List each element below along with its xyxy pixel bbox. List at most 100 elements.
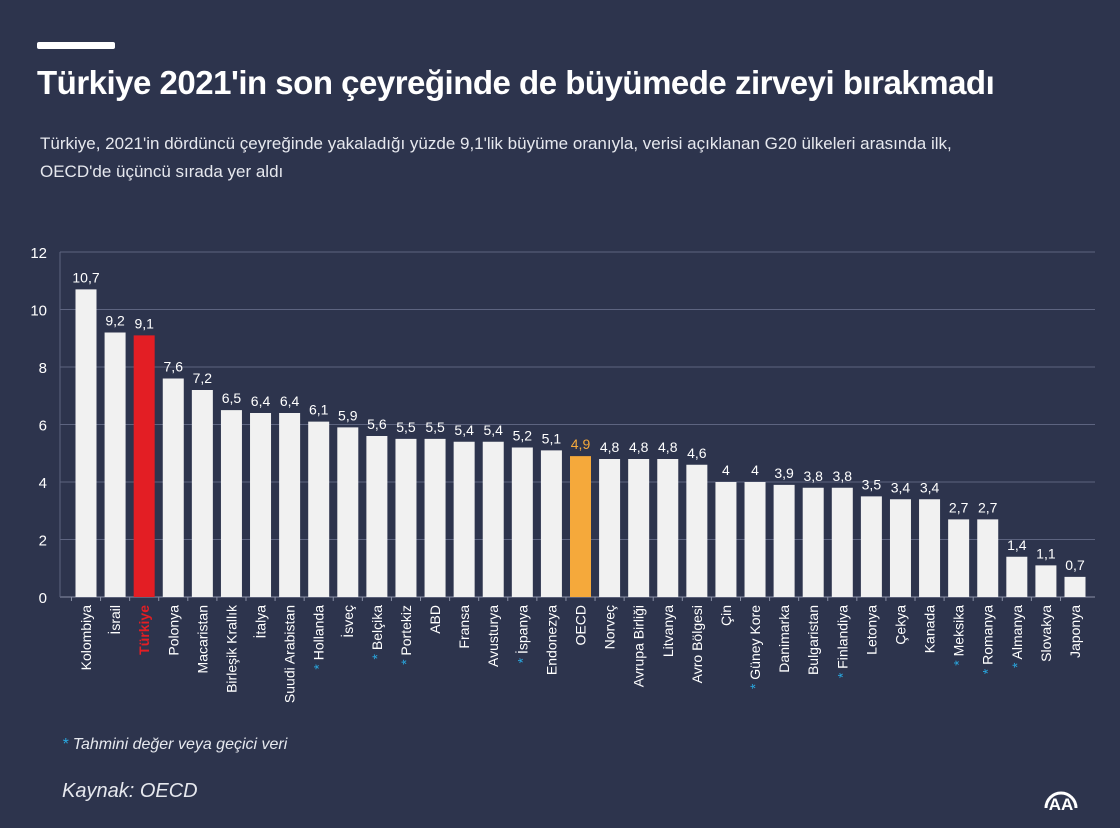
asterisk-marker: * xyxy=(747,680,763,689)
y-tick-label: 0 xyxy=(39,590,47,607)
x-category-label: İsveç xyxy=(339,605,356,638)
data-label: 5,1 xyxy=(542,430,562,446)
x-category-label: Polonya xyxy=(165,605,181,656)
x-category-label: Japonya xyxy=(1067,605,1083,658)
bar-Endonezya xyxy=(540,450,562,597)
page-title: Türkiye 2021'in son çeyreğinde de büyüme… xyxy=(37,64,995,101)
data-label: 5,6 xyxy=(367,416,387,432)
footnote: * Tahmini değer veya geçici veri xyxy=(62,736,287,754)
x-category-label: * Belçika xyxy=(369,605,385,660)
bar-Polonya xyxy=(162,378,184,597)
data-label: 6,1 xyxy=(309,402,329,418)
x-category-label: * Meksika xyxy=(951,605,967,666)
bar-ABD xyxy=(424,438,446,597)
category-name: Bulgaristan xyxy=(805,605,821,675)
bar-İsrail xyxy=(104,332,126,597)
x-category-label: * Portekiz xyxy=(398,605,414,665)
x-category-label: Litvanya xyxy=(660,605,676,657)
x-category-label: Kolombiya xyxy=(78,605,94,671)
data-label: 4,9 xyxy=(571,436,591,452)
y-tick-label: 2 xyxy=(39,533,47,550)
bar-Fransa xyxy=(453,441,475,597)
source-text: Kaynak: OECD xyxy=(62,780,198,802)
x-category-label: Avrupa Birliği xyxy=(631,605,647,687)
bar-Avusturya xyxy=(482,441,504,597)
x-category-label: * Güney Kore xyxy=(747,605,763,689)
bar-Bulgaristan xyxy=(802,487,824,597)
category-name: Fransa xyxy=(456,605,472,649)
asterisk-marker: * xyxy=(834,669,850,678)
x-category-label: Çekya xyxy=(892,605,908,645)
data-label: 2,7 xyxy=(978,499,998,515)
asterisk-marker: * xyxy=(514,654,530,663)
bar-Danimarka xyxy=(773,484,795,597)
bar-Güney Kore xyxy=(744,482,766,597)
x-category-label: Letonya xyxy=(863,605,879,655)
bar-İtalya xyxy=(250,413,272,597)
data-label: 6,4 xyxy=(280,393,300,409)
bar-İsveç xyxy=(337,427,359,597)
x-category-label: İsrail xyxy=(106,605,123,635)
category-name: OECD xyxy=(573,605,589,645)
bar-Birleşik Krallık xyxy=(220,410,242,597)
data-label: 1,1 xyxy=(1036,545,1056,561)
asterisk-marker: * xyxy=(62,736,69,753)
data-label: 3,5 xyxy=(862,476,882,492)
category-name: Meksika xyxy=(951,605,967,657)
data-label: 7,6 xyxy=(164,359,184,375)
x-category-label: Avusturya xyxy=(485,605,501,667)
data-label: 4 xyxy=(751,462,759,478)
x-category-label: Endonezya xyxy=(543,605,559,675)
category-name: İspanya xyxy=(513,605,530,654)
x-category-label: Türkiye xyxy=(136,605,152,655)
bar-Türkiye xyxy=(133,335,155,597)
bar-OECD xyxy=(570,456,591,597)
bar-Portekiz xyxy=(395,438,417,597)
y-tick-label: 4 xyxy=(39,475,47,492)
bar-İspanya xyxy=(511,447,533,597)
category-name: İsrail xyxy=(106,605,123,635)
data-label: 5,4 xyxy=(454,422,474,438)
bar-Romanya xyxy=(977,519,999,597)
category-name: Kanada xyxy=(922,605,938,653)
bar-Letonya xyxy=(860,496,882,597)
data-label: 3,4 xyxy=(891,479,911,495)
asterisk-marker: * xyxy=(980,665,996,674)
category-name: Çekya xyxy=(892,605,908,645)
data-label: 3,8 xyxy=(803,468,823,484)
asterisk-marker: * xyxy=(369,650,385,659)
data-label: 7,2 xyxy=(193,370,213,386)
data-label: 0,7 xyxy=(1065,557,1085,573)
category-name: Slovakya xyxy=(1038,605,1054,662)
bar-Slovakya xyxy=(1035,565,1057,597)
x-category-label: * Romanya xyxy=(980,605,996,674)
bar-Kanada xyxy=(919,499,941,597)
asterisk-marker: * xyxy=(1009,659,1025,668)
data-label: 5,2 xyxy=(513,428,533,444)
bar-Finlandiya xyxy=(831,487,853,597)
svg-text:AA: AA xyxy=(1049,795,1074,814)
data-label: 5,9 xyxy=(338,407,358,423)
x-category-label: OECD xyxy=(573,605,589,645)
data-label: 9,2 xyxy=(105,313,125,329)
bar-Suudi Arabistan xyxy=(279,413,301,597)
category-name: Letonya xyxy=(863,605,879,655)
category-name: Avro Bölgesi xyxy=(689,605,705,683)
category-name: Romanya xyxy=(980,605,996,665)
data-label: 3,4 xyxy=(920,479,940,495)
data-label: 5,5 xyxy=(425,419,445,435)
bar-chart: 0 2 4 6 8 10 12 10,7 Kolombiya 9,2 İsrail 9,1 Türkiy… xyxy=(30,245,1095,703)
category-name: Birleşik Krallık xyxy=(223,604,239,693)
category-name: Litvanya xyxy=(660,605,676,657)
bar-Kolombiya xyxy=(75,289,97,597)
data-label: 10,7 xyxy=(72,269,99,285)
bar-Çin xyxy=(715,482,737,597)
bar-Macaristan xyxy=(191,390,213,597)
x-category-label: Danimarka xyxy=(776,605,792,673)
category-name: Norveç xyxy=(602,605,618,649)
category-name: Güney Kore xyxy=(747,605,763,680)
category-name: Portekiz xyxy=(398,605,414,656)
data-label: 3,9 xyxy=(774,465,794,481)
data-label: 4,8 xyxy=(658,439,678,455)
x-category-label: Norveç xyxy=(602,605,618,649)
